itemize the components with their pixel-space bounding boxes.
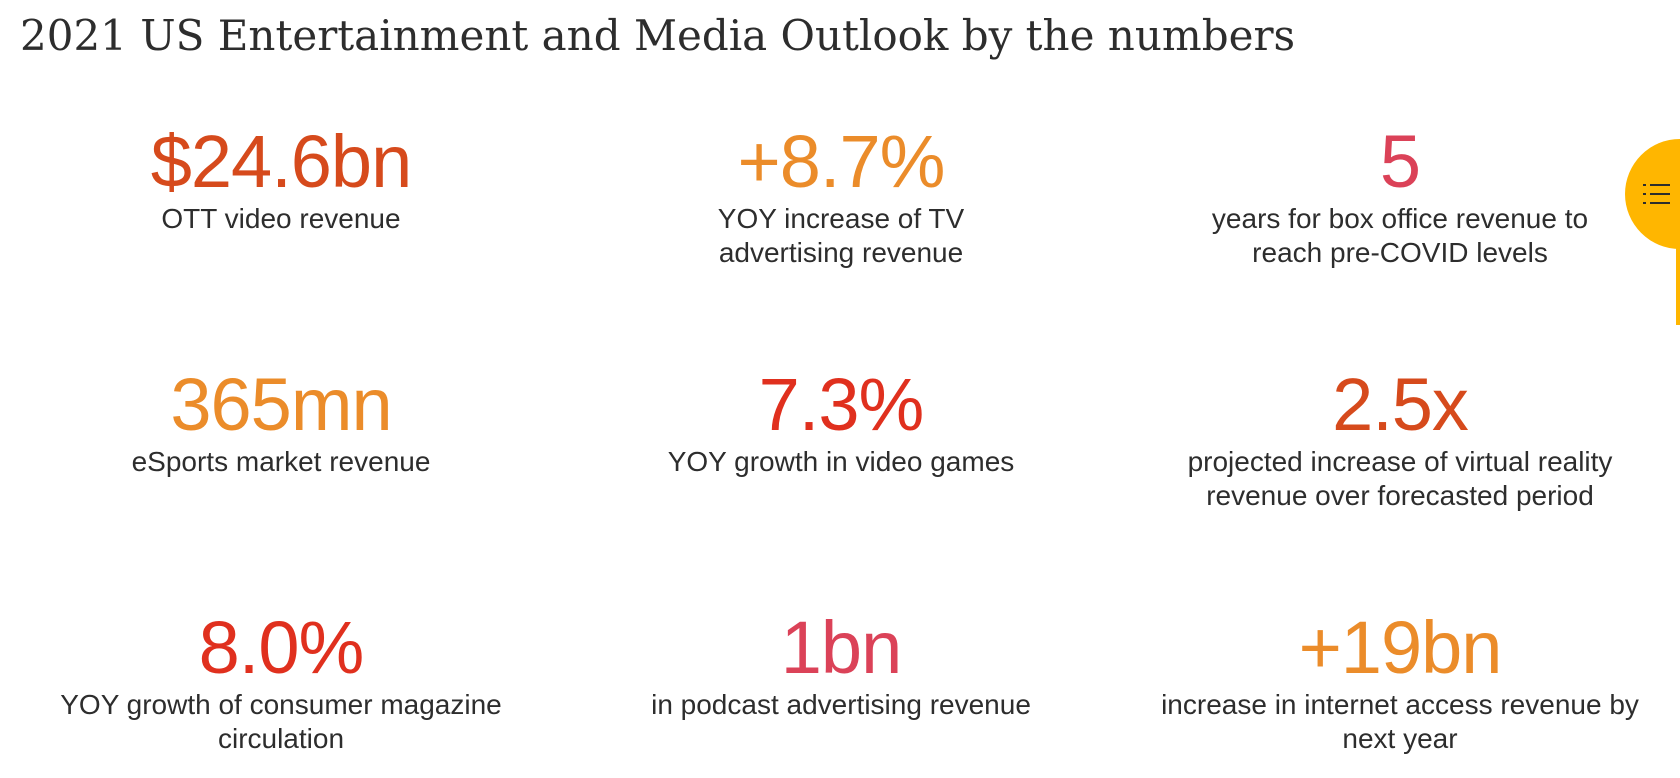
stat-tv-advertising: +8.7% YOY increase of TV advertising rev… (581, 122, 1101, 270)
list-icon (1643, 184, 1670, 204)
stat-value: 365mn (170, 363, 392, 446)
stat-value: +19bn (1298, 606, 1503, 689)
stat-internet-access: +19bn increase in internet access revenu… (1140, 608, 1660, 756)
stat-value: 5 (1379, 120, 1421, 203)
toc-connector-line (1676, 245, 1680, 325)
page-title: 2021 US Entertainment and Media Outlook … (20, 11, 1296, 60)
stat-virtual-reality: 2.5x projected increase of virtual reali… (1140, 365, 1660, 513)
stat-label: YOY increase of TV advertising revenue (717, 203, 965, 268)
stat-value: 1bn (780, 606, 902, 689)
stat-label: YOY growth in video games (667, 446, 1015, 477)
stat-value: 2.5x (1332, 363, 1469, 446)
stat-label: OTT video revenue (161, 203, 401, 234)
stat-label: increase in internet access revenue by n… (1161, 689, 1639, 754)
stat-value: 7.3% (758, 363, 925, 446)
stat-box-office: 5 years for box office revenue to reach … (1140, 122, 1660, 270)
stat-label: projected increase of virtual reality re… (1187, 446, 1613, 511)
stat-esports: 365mn eSports market revenue (21, 365, 541, 479)
stat-magazine-circulation: 8.0% YOY growth of consumer magazine cir… (21, 608, 541, 756)
stat-value: +8.7% (737, 120, 946, 203)
stat-value: 8.0% (198, 606, 365, 689)
stat-label: in podcast advertising revenue (651, 689, 1031, 720)
stat-ott-video-revenue: $24.6bn OTT video revenue (21, 122, 541, 236)
stat-label: years for box office revenue to reach pr… (1211, 203, 1589, 268)
stat-video-games: 7.3% YOY growth in video games (581, 365, 1101, 479)
stat-label: YOY growth of consumer magazine circulat… (60, 689, 502, 754)
stat-label: eSports market revenue (131, 446, 431, 477)
stat-podcast-advertising: 1bn in podcast advertising revenue (581, 608, 1101, 722)
stat-value: $24.6bn (150, 120, 413, 203)
